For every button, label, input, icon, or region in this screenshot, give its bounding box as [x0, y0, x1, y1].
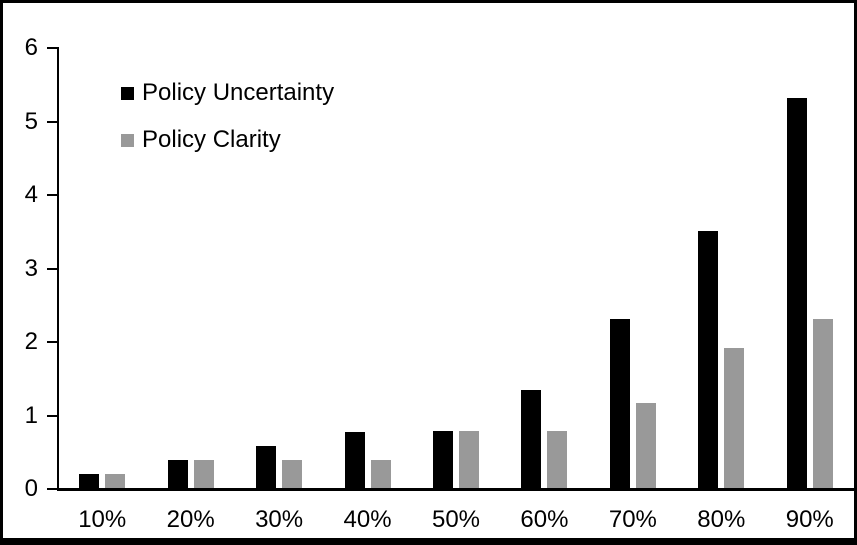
- legend-swatch-icon: [121, 86, 134, 100]
- bar-policy-uncertainty-10%: [79, 474, 100, 488]
- y-axis-tick-mark: [47, 414, 59, 417]
- x-axis-tick-label: 60%: [520, 506, 569, 533]
- bar-policy-uncertainty-40%: [344, 432, 365, 488]
- bar-policy-clarity-10%: [105, 474, 126, 488]
- legend-item-policy-uncertainty: Policy Uncertainty: [121, 80, 334, 106]
- y-axis-tick-label: 0: [24, 475, 38, 502]
- y-axis-tick-label: 5: [24, 107, 38, 135]
- y-axis-tick-mark: [47, 267, 59, 270]
- bar-policy-uncertainty-80%: [698, 230, 719, 488]
- x-axis-line: [57, 488, 854, 491]
- x-axis-tick-label: 10%: [78, 506, 127, 533]
- bar-policy-clarity-80%: [724, 348, 745, 488]
- y-axis-tick-label: 2: [24, 328, 38, 355]
- legend-item-policy-clarity: Policy Clarity: [121, 127, 281, 153]
- y-axis-tick-mark: [47, 47, 59, 49]
- y-axis-tick-label: 1: [24, 401, 38, 429]
- bar-policy-uncertainty-60%: [521, 390, 542, 488]
- bar-policy-uncertainty-30%: [256, 446, 277, 488]
- legend-label: Policy Uncertainty: [142, 79, 335, 106]
- y-axis-tick-mark: [47, 488, 59, 490]
- legend-swatch-icon: [121, 133, 134, 147]
- figure-border-left: [0, 0, 3, 545]
- bar-policy-clarity-20%: [193, 460, 214, 488]
- bar-policy-uncertainty-50%: [433, 431, 453, 488]
- figure-border-bottom: [0, 538, 857, 545]
- x-axis-tick-label: 80%: [697, 506, 746, 533]
- figure-border-top: [0, 0, 857, 3]
- bar-policy-clarity-60%: [547, 431, 568, 488]
- bar-policy-uncertainty-90%: [786, 98, 807, 488]
- y-axis-tick-mark: [47, 194, 59, 196]
- bar-policy-clarity-40%: [370, 460, 391, 488]
- bar-policy-clarity-50%: [459, 431, 479, 488]
- figure-border-right: [854, 0, 857, 545]
- bar-policy-clarity-90%: [812, 318, 833, 488]
- y-axis-tick-label: 3: [24, 254, 38, 282]
- bar-policy-clarity-70%: [635, 403, 656, 488]
- bar-policy-uncertainty-70%: [609, 318, 630, 488]
- x-axis-tick-label: 70%: [608, 506, 657, 533]
- y-axis-tick-label: 4: [24, 181, 38, 208]
- x-axis-tick-label: 50%: [431, 506, 481, 533]
- x-axis-tick-label: 30%: [255, 506, 304, 533]
- x-axis-tick-label: 40%: [343, 506, 392, 533]
- bar-policy-uncertainty-20%: [167, 460, 188, 488]
- y-axis-tick-mark: [47, 120, 59, 123]
- x-axis-tick-label: 20%: [166, 506, 215, 533]
- y-axis-tick-label: 6: [24, 34, 38, 61]
- bar-policy-clarity-30%: [282, 460, 303, 488]
- legend-label: Policy Clarity: [142, 126, 281, 153]
- y-axis-tick-mark: [47, 341, 59, 343]
- x-axis-tick-label: 90%: [785, 506, 834, 533]
